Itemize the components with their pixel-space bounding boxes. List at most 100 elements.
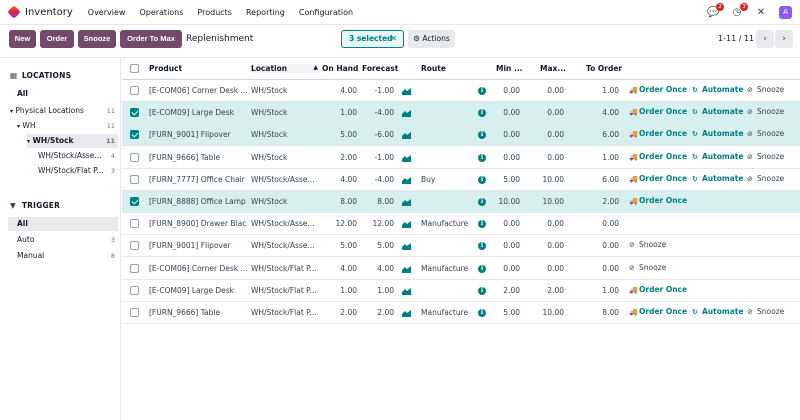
min-cell[interactable]: 0.00 [503, 86, 520, 95]
max-cell[interactable]: 0.00 [547, 86, 564, 95]
col-route[interactable]: Route [421, 64, 446, 73]
order-once-button[interactable]: 🚚Order Once [629, 285, 687, 294]
area-chart-icon[interactable] [402, 109, 411, 118]
location-wh[interactable]: ▾ WH 11 [17, 119, 118, 133]
automate-button[interactable]: ↻ Automate [692, 174, 743, 183]
row-checkbox[interactable] [130, 219, 139, 229]
location-cell[interactable]: WH/Stock [251, 197, 288, 206]
area-chart-icon[interactable] [402, 131, 411, 140]
row-checkbox[interactable] [130, 241, 139, 251]
col-to-order[interactable]: To Order [586, 64, 623, 73]
menu-operations[interactable]: Operations [139, 7, 184, 17]
area-chart-icon[interactable] [402, 287, 411, 295]
table-row[interactable]: [E-COM06] Corner Desk ... WH/Stock 4.00 -1.… [122, 80, 800, 102]
automate-button[interactable]: ↻ Automate [692, 129, 743, 138]
min-cell[interactable]: 0.00 [503, 241, 520, 251]
max-cell[interactable]: 0.00 [547, 130, 564, 140]
order-once-button[interactable]: 🚚Order Once [629, 129, 687, 138]
app-name[interactable]: Inventory [25, 6, 73, 18]
messages-icon[interactable]: 💬 2 [707, 2, 724, 19]
col-forecast[interactable]: Forecast [362, 64, 399, 73]
location-cell[interactable]: WH/Stock [251, 108, 288, 118]
min-cell[interactable]: 5.00 [503, 174, 520, 184]
to-order-cell[interactable]: 0.00 [602, 263, 619, 273]
row-checkbox[interactable] [130, 263, 139, 273]
col-on-hand[interactable]: On Hand [322, 64, 359, 73]
area-chart-icon[interactable] [402, 265, 411, 273]
menu-overview[interactable]: Overview [87, 7, 126, 17]
product-cell[interactable]: [FURN_9001] Flipover [149, 241, 231, 251]
product-cell[interactable]: [FURN_9666] Table [149, 308, 221, 317]
row-checkbox[interactable] [130, 308, 139, 317]
col-min[interactable]: Min ... [496, 64, 523, 73]
product-cell[interactable]: [E-COM06] Corner Desk ... [149, 86, 247, 95]
snooze-row-button[interactable]: ⊘ Snooze [747, 152, 784, 161]
snooze-row-button[interactable]: ⊘ Snooze [629, 263, 666, 272]
min-cell[interactable]: 2.00 [503, 285, 520, 295]
pager-previous-icon[interactable]: ‹ [756, 30, 774, 48]
snooze-row-button[interactable]: ⊘ Snooze [747, 85, 784, 94]
area-chart-icon[interactable] [402, 309, 411, 317]
location-cell[interactable]: WH/Stock/Flat P... [251, 285, 317, 295]
product-cell[interactable]: [FURN_9666] Table [149, 152, 221, 162]
pager-value[interactable]: 1-11 / 11 [718, 34, 755, 43]
table-row[interactable]: [FURN_9001] Flipover WH/Stock 5.00 -6.00 i 0.… [122, 124, 800, 147]
info-icon[interactable]: i [478, 242, 486, 251]
to-order-cell[interactable]: 8.00 [602, 308, 619, 317]
order-once-button[interactable]: 🚚Order Once [629, 85, 687, 94]
route-cell[interactable]: Manufacture [421, 219, 469, 229]
to-order-cell[interactable]: 2.00 [602, 197, 619, 206]
info-icon[interactable]: i [478, 309, 486, 317]
info-icon[interactable]: i [478, 264, 486, 273]
order-once-button[interactable]: 🚚Order Once [629, 174, 687, 183]
row-checkbox[interactable] [130, 130, 139, 140]
table-row[interactable]: [E-COM09] Large Desk WH/Stock/Flat P... 1.… [122, 280, 800, 302]
location-cell[interactable]: WH/Stock/Flat P... [251, 308, 317, 317]
route-cell[interactable]: Manufacture [421, 263, 469, 273]
product-cell[interactable]: [FURN_8888] Office Lamp [149, 197, 246, 206]
max-cell[interactable]: 10.00 [542, 174, 564, 184]
snooze-row-button[interactable]: ⊘ Snooze [747, 307, 784, 316]
to-order-cell[interactable]: 0.00 [602, 219, 619, 229]
location-cell[interactable]: WH/Stock/Asse... [251, 174, 315, 184]
row-checkbox[interactable] [130, 152, 139, 162]
snooze-row-button[interactable]: ⊘ Snooze [747, 107, 784, 116]
order-once-button[interactable]: 🚚Order Once [629, 307, 687, 316]
menu-configuration[interactable]: Configuration [298, 7, 354, 17]
menu-products[interactable]: Products [197, 7, 232, 17]
info-icon[interactable]: i [478, 286, 486, 295]
product-cell[interactable]: [E-COM09] Large Desk [149, 108, 234, 118]
max-cell[interactable]: 10.00 [542, 197, 564, 206]
location-wh-stock-assembly[interactable]: WH/Stock/Asse... 4 [38, 149, 118, 163]
max-cell[interactable]: 0.00 [547, 263, 564, 273]
max-cell[interactable]: 10.00 [542, 308, 564, 317]
route-cell[interactable]: Buy [421, 174, 436, 184]
table-row[interactable]: [FURN_9666] Table WH/Stock/Flat P... 2.00 2… [122, 302, 800, 324]
area-chart-icon[interactable] [402, 176, 411, 184]
info-icon[interactable]: i [478, 220, 486, 229]
product-cell[interactable]: [FURN_8900] Drawer Black [149, 219, 247, 229]
trigger-manual[interactable]: Manual 8 [8, 249, 118, 263]
info-icon[interactable]: i [478, 109, 486, 118]
location-wh-stock[interactable]: ▾ WH/Stock 11 [27, 134, 118, 148]
info-icon[interactable]: i [478, 175, 486, 184]
to-order-cell[interactable]: 4.00 [602, 108, 619, 118]
location-cell[interactable]: WH/Stock [251, 86, 288, 95]
new-button[interactable]: New [9, 30, 36, 48]
table-row[interactable]: [FURN_8888] Office Lamp WH/Stock 8.00 8.00 i… [122, 191, 800, 213]
min-cell[interactable]: 0.00 [503, 108, 520, 118]
menu-reporting[interactable]: Reporting [245, 7, 285, 17]
automate-button[interactable]: ↻ Automate [692, 85, 743, 94]
activity-clock-icon[interactable]: ◷ 3 [731, 2, 748, 19]
location-wh-stock-flat[interactable]: WH/Stock/Flat P... 3 [38, 164, 118, 178]
max-cell[interactable]: 0.00 [547, 219, 564, 229]
table-row[interactable]: [FURN_9001] Flipover WH/Stock/Asse... 5.00… [122, 235, 800, 258]
min-cell[interactable]: 0.00 [503, 152, 520, 162]
info-icon[interactable]: i [478, 131, 486, 140]
route-cell[interactable]: Manufacture [421, 308, 469, 317]
automate-button[interactable]: ↻ Automate [692, 107, 743, 116]
to-order-cell[interactable]: 1.00 [602, 285, 619, 295]
to-order-cell[interactable]: 6.00 [602, 174, 619, 184]
row-checkbox[interactable] [130, 108, 139, 118]
snooze-row-button[interactable]: ⊘ Snooze [747, 129, 784, 138]
